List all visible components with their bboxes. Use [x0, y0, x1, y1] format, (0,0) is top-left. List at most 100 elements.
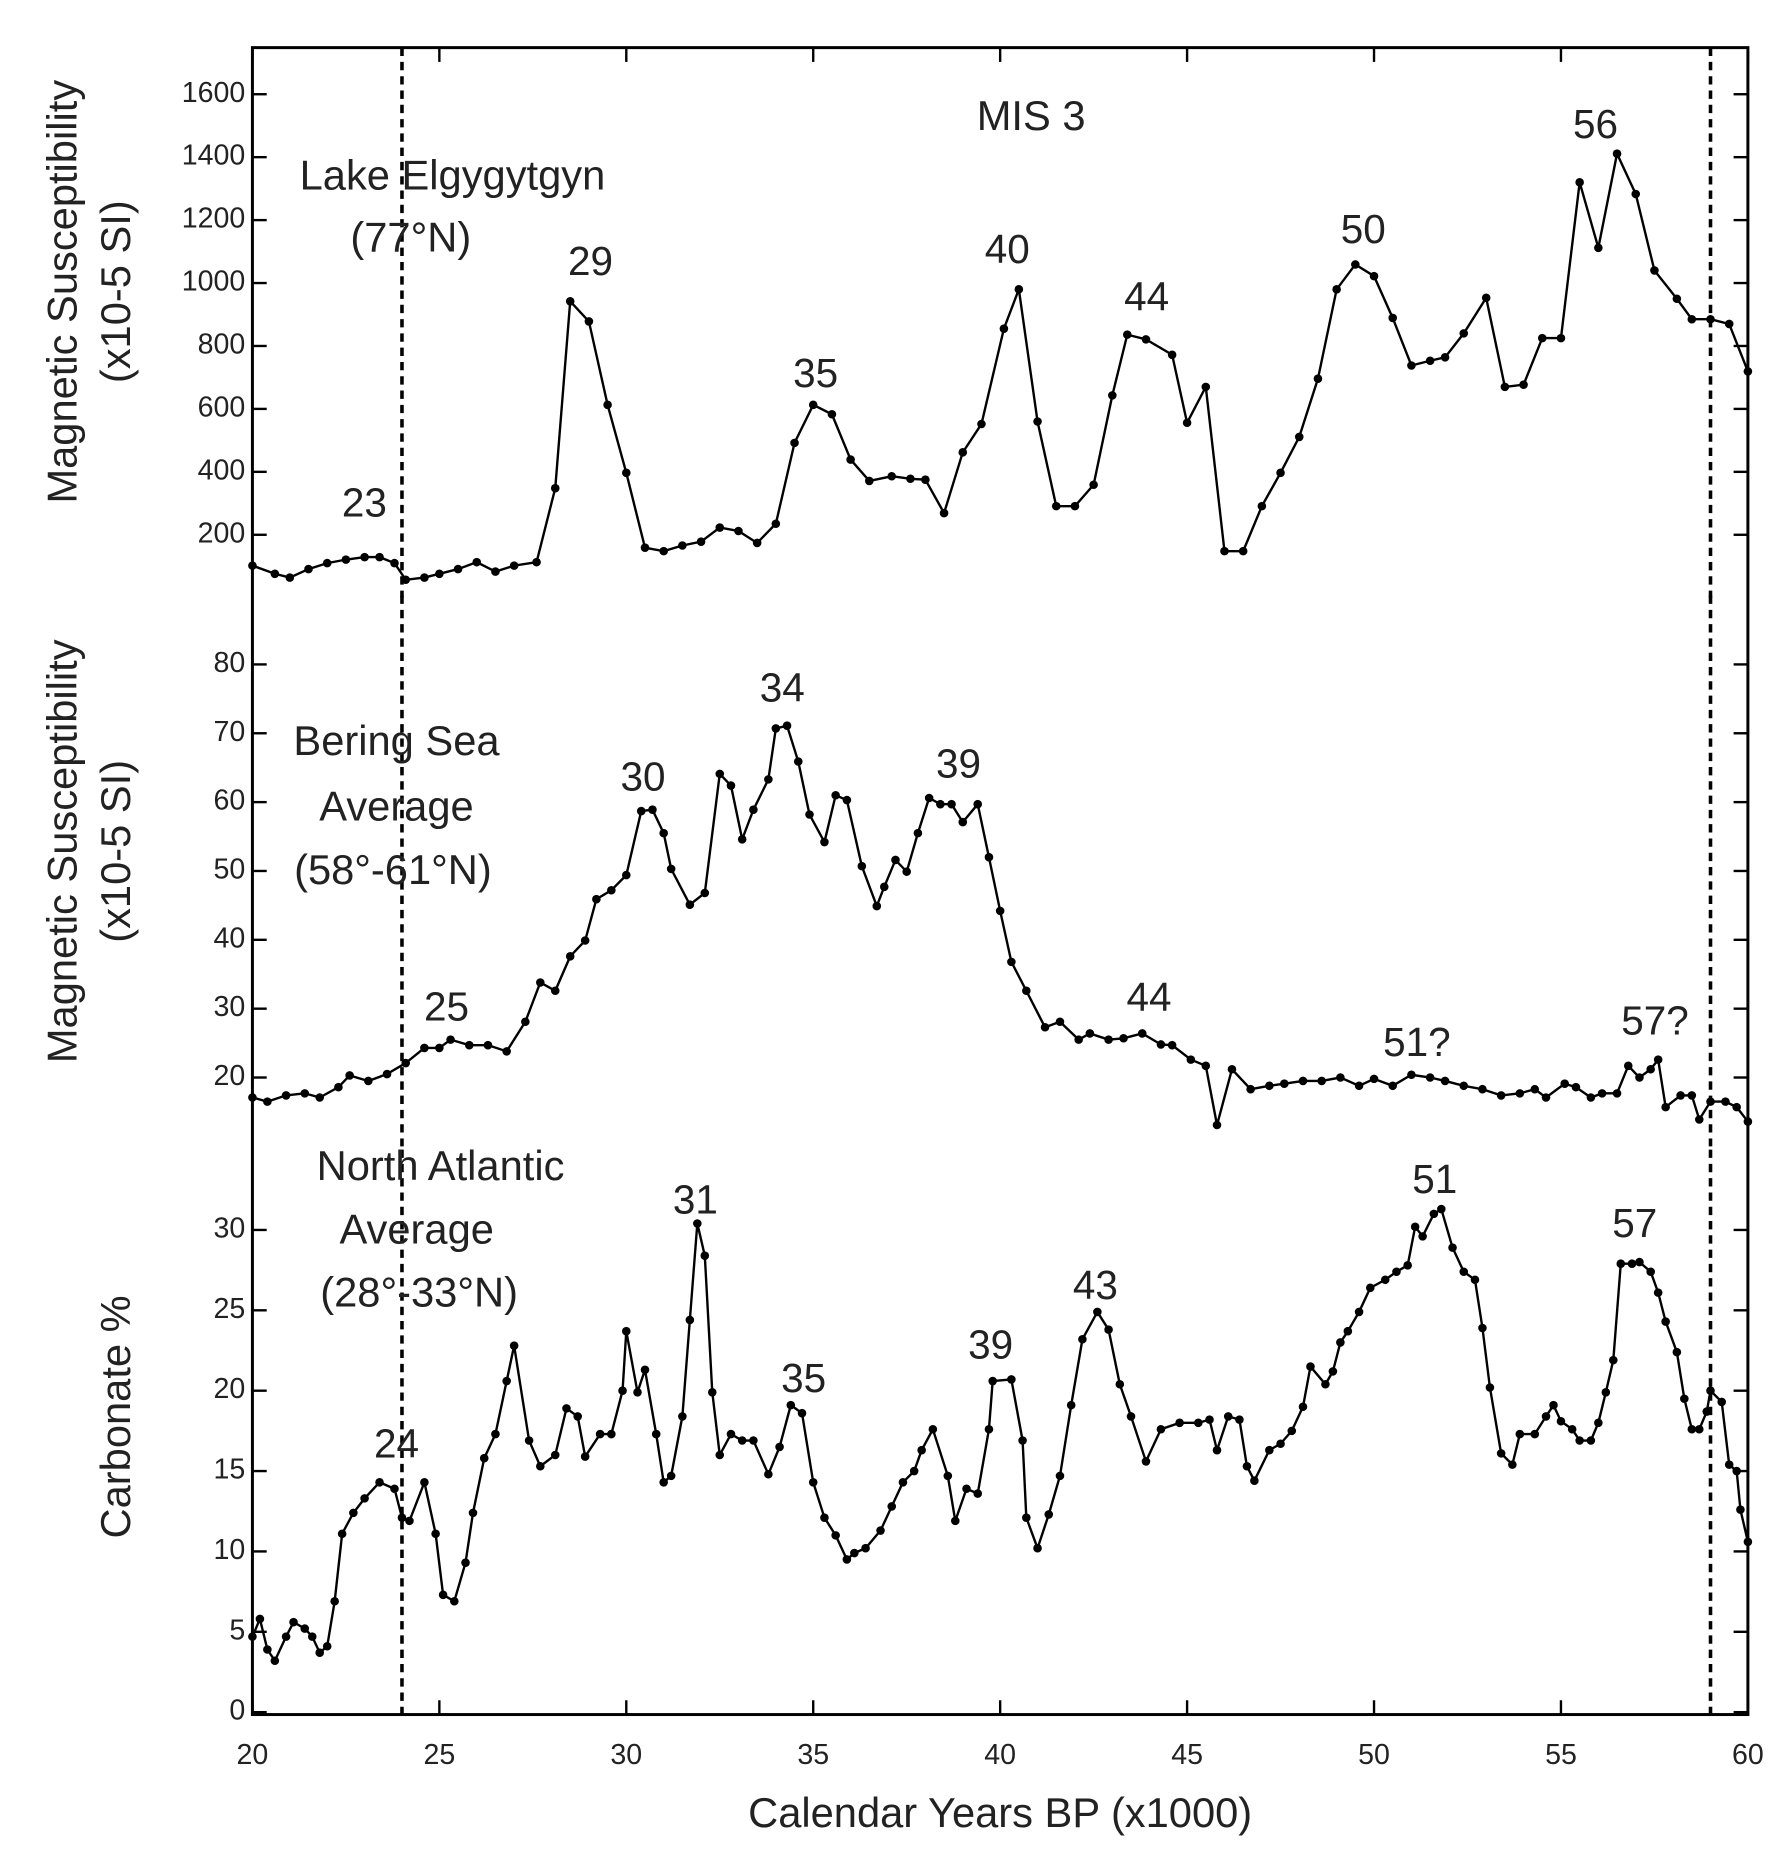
data-point: [1410, 1222, 1420, 1232]
data-point: [917, 1445, 926, 1455]
data-point: [988, 1376, 997, 1386]
data-point: [1616, 1259, 1626, 1268]
data-point: [603, 400, 612, 410]
data-point: [1306, 1362, 1315, 1371]
data-point: [1530, 1084, 1540, 1094]
data-point: [1407, 1070, 1416, 1080]
data-point: [1223, 1412, 1233, 1421]
y-tick-label: 20: [214, 1060, 246, 1092]
data-point: [248, 1632, 257, 1641]
data-point: [1721, 1097, 1730, 1106]
data-point: [861, 1543, 870, 1553]
data-point: [1541, 1412, 1551, 1421]
data-point: [1676, 1091, 1685, 1100]
data-point: [1508, 1460, 1517, 1469]
data-point: [865, 476, 874, 486]
data-point: [749, 805, 758, 814]
data-point: [876, 1526, 885, 1535]
data-point: [580, 1452, 590, 1461]
data-point: [1567, 1424, 1577, 1434]
data-point: [764, 775, 773, 784]
x-tick-label: 40: [984, 1739, 1016, 1771]
data-point: [887, 1502, 897, 1511]
data-point: [1515, 1429, 1525, 1439]
x-axis-title: Calendar Years BP (x1000): [748, 1789, 1252, 1836]
y-tick-label: 50: [214, 854, 246, 886]
peak-label: 35: [781, 1355, 826, 1401]
data-point: [1594, 243, 1603, 253]
data-point: [573, 1412, 582, 1421]
data-point: [1317, 1076, 1326, 1086]
data-point: [1556, 333, 1566, 343]
data-point: [752, 538, 762, 548]
data-point: [461, 1558, 470, 1567]
data-point: [491, 567, 500, 576]
data-point: [793, 757, 803, 766]
y-tick-label: 800: [198, 329, 246, 361]
data-point: [1141, 335, 1151, 344]
data-point: [304, 564, 313, 574]
data-point: [1724, 319, 1734, 329]
data-point: [984, 1424, 994, 1434]
data-point: [1074, 1035, 1083, 1044]
data-point: [1265, 1445, 1274, 1455]
data-point: [666, 864, 676, 874]
data-point: [502, 1376, 511, 1386]
data-point: [1085, 1029, 1095, 1038]
data-point: [1646, 1064, 1655, 1074]
peak-label: 34: [760, 664, 805, 710]
peak-label: 50: [1341, 206, 1386, 252]
data-point: [790, 438, 799, 448]
data-point: [764, 1469, 773, 1479]
data-point: [659, 828, 668, 838]
data-point: [453, 564, 463, 574]
data-point: [1182, 418, 1192, 428]
location-label: Average: [319, 783, 473, 830]
data-point: [1055, 1017, 1065, 1027]
data-point: [255, 1614, 265, 1624]
data-point: [1541, 1093, 1551, 1102]
data-point: [749, 1436, 758, 1445]
data-point: [509, 561, 519, 570]
data-point: [737, 1436, 747, 1445]
data-point: [1687, 1091, 1697, 1100]
data-point: [1276, 1439, 1285, 1449]
data-point: [1496, 1449, 1506, 1458]
period-label: MIS 3: [977, 92, 1086, 139]
data-point: [1407, 361, 1416, 370]
data-point: [270, 569, 280, 579]
data-point: [1366, 1283, 1375, 1293]
data-point: [472, 557, 482, 567]
data-point: [337, 1529, 347, 1539]
data-point: [1066, 1400, 1076, 1410]
data-line: [252, 724, 1749, 1126]
data-point: [1695, 1115, 1704, 1124]
data-point: [846, 455, 855, 464]
location-label: Bering Sea: [293, 717, 500, 764]
y-axis-title: Magnetic Susceptibility: [38, 80, 85, 504]
peak-label: 25: [424, 983, 469, 1029]
data-point: [1108, 391, 1117, 400]
data-point: [1227, 1064, 1237, 1074]
data-point: [1298, 1402, 1308, 1412]
data-point: [1732, 1102, 1741, 1112]
data-point: [775, 1442, 784, 1452]
peak-label: 43: [1073, 1262, 1118, 1308]
data-point: [281, 1091, 291, 1100]
data-point: [1167, 350, 1177, 360]
peak-label: 30: [620, 754, 665, 800]
data-point: [1336, 1338, 1345, 1347]
x-tick-label: 35: [797, 1739, 829, 1771]
data-point: [1571, 1082, 1581, 1092]
x-tick-label: 45: [1171, 1739, 1203, 1771]
data-point: [1485, 1383, 1495, 1392]
peak-label: 44: [1126, 974, 1171, 1020]
data-point: [715, 769, 725, 779]
data-point: [1280, 1079, 1289, 1088]
data-point: [1672, 1347, 1682, 1357]
data-point: [734, 526, 743, 536]
data-point: [726, 781, 736, 790]
data-point: [1724, 1460, 1734, 1469]
peak-label: 35: [793, 350, 838, 396]
data-point: [1500, 382, 1510, 392]
